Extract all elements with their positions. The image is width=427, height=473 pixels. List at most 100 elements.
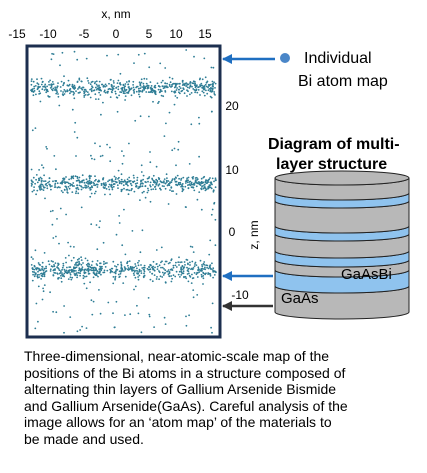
bi-atom-dot xyxy=(119,272,122,275)
bi-atom-dot xyxy=(80,87,82,89)
bi-atom-dot xyxy=(40,77,43,80)
bi-atom-dot xyxy=(155,278,158,280)
bi-atom-dot xyxy=(136,176,139,179)
bi-atom-dot xyxy=(214,218,217,221)
bi-atom-dot xyxy=(94,86,97,89)
bi-atom-dot xyxy=(180,177,183,180)
bi-atom-dot xyxy=(134,265,137,267)
bi-atom-dot xyxy=(76,261,79,264)
x-tick-label: 10 xyxy=(169,27,183,41)
bi-atom-dot xyxy=(208,253,211,256)
bi-atom-dot xyxy=(102,85,105,88)
bi-atom-dot xyxy=(154,86,157,89)
bi-atom-dot xyxy=(194,177,197,179)
bi-atom-dot xyxy=(86,265,89,268)
bi-atom-dot xyxy=(32,258,34,260)
bi-atom-dot xyxy=(207,83,210,86)
bi-atom-dot xyxy=(40,272,42,275)
bi-atom-dot xyxy=(140,180,142,183)
bi-atom-dot xyxy=(57,93,59,95)
bi-atom-dot xyxy=(163,181,165,184)
bi-atom-dot xyxy=(83,88,86,91)
bi-atom-dot xyxy=(128,87,131,90)
bi-atom-dot xyxy=(99,94,102,96)
bi-atom-dot xyxy=(43,273,46,276)
bi-atom-dot xyxy=(71,108,74,111)
bi-atom-dot xyxy=(117,169,120,172)
bi-atom-dot xyxy=(128,86,130,88)
bi-atom-dot xyxy=(98,91,100,94)
bi-atom-dot xyxy=(57,262,59,265)
bi-atom-dot xyxy=(94,175,96,178)
bi-atom-dot xyxy=(167,269,170,271)
bi-atom-dot xyxy=(118,222,121,224)
bi-atom-dot xyxy=(52,237,55,239)
bi-atom-dot xyxy=(55,89,58,92)
bi-atom-dot xyxy=(39,269,42,272)
bi-atom-dot xyxy=(178,270,181,273)
bi-atom-dot xyxy=(52,180,54,183)
bi-atom-dot xyxy=(164,272,167,274)
bi-atom-dot xyxy=(62,262,65,265)
bi-atom-dot xyxy=(63,93,66,95)
bi-atom-dot xyxy=(202,176,205,179)
bi-atom-dot xyxy=(173,147,176,150)
bi-atom-dot xyxy=(82,277,85,280)
bi-atom-dot xyxy=(163,135,166,138)
bi-atom-dot xyxy=(58,269,61,272)
bi-atom-dot xyxy=(120,261,122,264)
bi-atom-dot xyxy=(107,90,109,93)
bi-atom-dot xyxy=(189,184,192,187)
bi-atom-dot xyxy=(86,259,89,262)
bi-atom-dot xyxy=(155,263,158,265)
bi-atom-dot xyxy=(197,86,200,88)
bi-atom-dot xyxy=(42,287,44,290)
bi-atom-dot xyxy=(76,276,78,279)
bi-atom-dot xyxy=(160,188,162,191)
bi-atom-dot xyxy=(41,88,44,91)
bi-atom-dot xyxy=(89,195,92,198)
bi-atom-dot xyxy=(178,183,181,186)
bi-atom-dot xyxy=(133,288,135,291)
bi-atom-dot xyxy=(167,203,170,205)
bi-atom-dot xyxy=(37,285,40,288)
bi-atom-dot xyxy=(49,270,52,272)
bi-atom-dot xyxy=(195,185,198,188)
bi-atom-dot xyxy=(118,180,121,182)
bi-atom-dot xyxy=(96,248,99,251)
bi-atom-dot xyxy=(31,190,34,193)
bi-atom-dot xyxy=(192,183,195,185)
bi-atom-dot xyxy=(46,184,48,187)
bi-atom-dot xyxy=(192,88,195,90)
bi-atom-dot xyxy=(55,235,57,238)
bi-atom-dot xyxy=(123,270,125,272)
bi-atom-dot xyxy=(74,274,76,277)
bi-atom-dot xyxy=(204,266,206,269)
bi-atom-dot xyxy=(94,142,96,145)
bi-atom-dot xyxy=(136,179,139,182)
bi-atom-dot xyxy=(211,177,214,180)
bi-atom-dot xyxy=(73,266,75,269)
bi-atom-dot xyxy=(177,140,180,143)
bi-atom-dot xyxy=(71,276,74,279)
bi-atom-dot xyxy=(52,260,54,263)
bi-atom-dot xyxy=(87,270,90,273)
bi-atom-dot xyxy=(165,179,168,182)
bi-atom-dot xyxy=(139,199,141,202)
bi-atom-dot xyxy=(171,85,173,88)
bi-atom-dot xyxy=(213,91,216,93)
bi-atom-dot xyxy=(185,85,188,87)
bi-atom-dot xyxy=(207,272,210,274)
bi-atom-dot xyxy=(31,270,34,273)
bi-atom-dot xyxy=(155,249,158,251)
bi-atom-dot xyxy=(190,282,193,284)
bi-atom-dot xyxy=(103,263,105,265)
bi-atom-dot xyxy=(111,188,114,191)
bi-atom-dot xyxy=(161,79,164,82)
bi-atom-dot xyxy=(174,264,177,267)
bi-atom-dot xyxy=(212,270,215,272)
bi-atom-dot xyxy=(206,182,208,185)
bi-atom-dot xyxy=(35,93,37,96)
bi-atom-dot xyxy=(127,193,130,196)
bi-atom-dot xyxy=(191,246,194,248)
